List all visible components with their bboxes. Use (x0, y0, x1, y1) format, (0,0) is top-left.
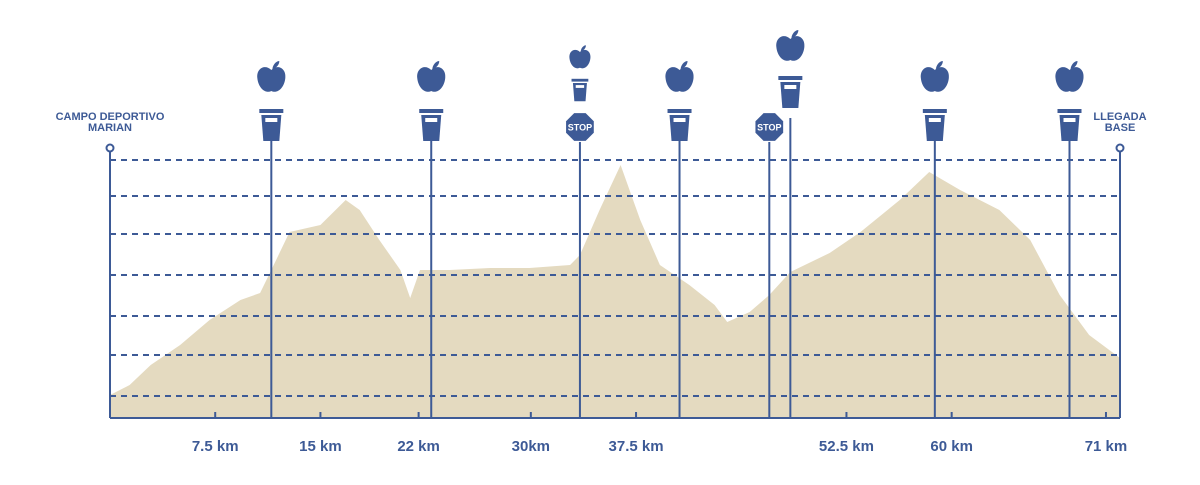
cup-shine (673, 118, 686, 122)
x-tick-label: 71 km (1085, 438, 1128, 455)
apple-leaf (272, 61, 280, 69)
x-tick-label: 22 km (397, 438, 440, 455)
cup-rim (922, 109, 947, 113)
apple-icon (417, 61, 446, 92)
x-tick-label: 30km (512, 438, 550, 455)
apple-icon (920, 61, 949, 92)
elevation-area (110, 165, 1120, 418)
cup-icon (778, 76, 803, 108)
apple-leaf (1070, 61, 1078, 69)
cup-rim (778, 76, 803, 80)
label-line: CAMPO DEPORTIVO (56, 111, 165, 123)
cup-icon (419, 109, 444, 141)
stop-label: STOP (568, 123, 592, 133)
x-tick-label: 7.5 km (192, 438, 239, 455)
label-line: MARIAN (88, 122, 132, 134)
cup-icon (571, 78, 589, 102)
apple-body (776, 36, 805, 61)
apple-leaf (580, 45, 586, 52)
apple-body (257, 67, 286, 92)
cup-icon (922, 109, 947, 141)
apple-leaf (791, 30, 799, 38)
cup-icon (259, 109, 284, 141)
cup-rim (667, 109, 692, 113)
cup-rim (1057, 109, 1082, 113)
cup-rim (419, 109, 444, 113)
apple-leaf (432, 61, 440, 69)
x-tick-label: 15 km (299, 438, 342, 455)
finish-label: LLEGADA BASE (1093, 111, 1146, 134)
cup-icon (1057, 109, 1082, 141)
apple-icon (569, 45, 591, 69)
cup-shine (928, 118, 941, 122)
start-label: CAMPO DEPORTIVO MARIAN (56, 111, 165, 134)
start-marker (105, 143, 115, 153)
finish-marker (1115, 143, 1125, 153)
apple-leaf (680, 61, 688, 69)
x-tick-label: 52.5 km (819, 438, 874, 455)
label-line: LLEGADA (1093, 111, 1146, 123)
cup-icon (667, 109, 692, 141)
x-tick-label: 37.5 km (609, 438, 664, 455)
apple-leaf (935, 61, 943, 69)
cup-shine (784, 85, 797, 89)
apple-icon (257, 61, 286, 92)
apple-icon (1055, 61, 1084, 92)
label-line: BASE (1105, 122, 1136, 134)
apple-body (920, 67, 949, 92)
cup-rim (259, 109, 284, 113)
apple-body (665, 67, 694, 92)
cup-shine (1063, 118, 1076, 122)
apple-body (569, 49, 591, 69)
cup-rim (571, 78, 589, 82)
cup-shine (265, 118, 278, 122)
apple-icon (776, 30, 805, 61)
cup-shine (425, 118, 438, 122)
cup-shine (575, 85, 585, 88)
apple-icon (665, 61, 694, 92)
x-tick-label: 60 km (930, 438, 973, 455)
stop-label: STOP (757, 123, 781, 133)
stop-sign (755, 113, 784, 141)
apple-body (1055, 67, 1084, 92)
stop-sign (566, 113, 594, 141)
apple-body (417, 67, 446, 92)
